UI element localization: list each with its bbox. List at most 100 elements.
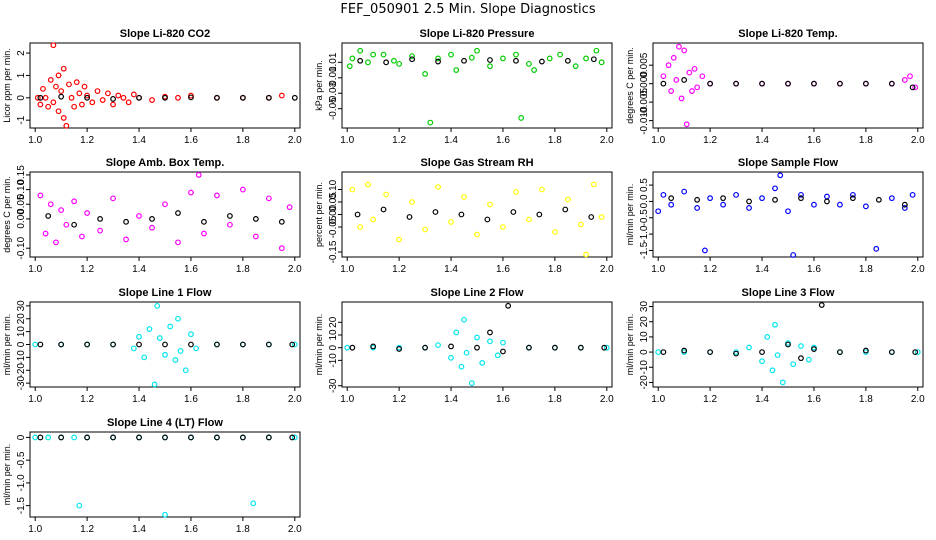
data-point <box>167 323 174 330</box>
data-point <box>588 214 595 220</box>
x-tick-label: 2.0 <box>911 135 925 146</box>
y-tick-label: -1.5 <box>639 241 650 259</box>
x-tick-label: 1.8 <box>859 264 873 275</box>
data-point <box>427 119 434 126</box>
data-point <box>546 55 553 62</box>
data-point <box>448 354 454 361</box>
data-point <box>531 67 538 73</box>
data-point <box>539 58 545 65</box>
data-point <box>668 88 675 94</box>
data-point <box>409 53 415 60</box>
x-tick-label: 1.8 <box>236 394 250 405</box>
x-tick-label: 2.0 <box>600 264 614 275</box>
y-tick-label: 0.15 <box>16 165 27 185</box>
data-point <box>175 239 181 246</box>
y-tick-label: -1.0 <box>16 474 27 492</box>
x-tick-label: 1.6 <box>496 394 510 405</box>
data-point <box>141 354 148 361</box>
y-tick-label: 0 <box>16 341 27 347</box>
data-point <box>146 326 153 332</box>
data-point <box>583 55 589 62</box>
data-point <box>790 361 797 368</box>
y-tick-label: -0.15 <box>328 240 339 263</box>
data-point <box>888 349 895 355</box>
data-point <box>58 88 65 94</box>
data-point <box>686 69 693 76</box>
data-point <box>468 54 475 61</box>
data-point <box>557 51 563 58</box>
data-point <box>53 239 59 246</box>
data-point <box>660 191 667 198</box>
data-point <box>188 189 194 196</box>
data-point <box>694 84 701 91</box>
plot-frame <box>341 42 613 129</box>
data-point <box>526 344 532 351</box>
x-tick-label: 1.4 <box>755 394 769 405</box>
x-tick-label: 1.0 <box>340 264 354 275</box>
data-point <box>45 434 52 441</box>
data-point <box>354 211 361 218</box>
data-point <box>391 57 397 64</box>
y-tick-label: -30 <box>328 378 339 393</box>
data-point <box>97 215 103 222</box>
data-point <box>912 349 919 355</box>
data-point <box>172 357 179 363</box>
y-axis-label: degrees C per min. <box>625 47 635 124</box>
data-point <box>691 65 698 72</box>
y-tick-label: 0 <box>16 95 27 101</box>
data-point <box>759 80 765 87</box>
x-tick-label: 2.0 <box>911 394 925 405</box>
data-point <box>365 59 371 66</box>
data-point <box>798 355 804 362</box>
data-point <box>707 349 714 355</box>
panel-8: Slope Line 3 Flow 1.0 1.2 1.4 1.6 1.8 2.0 -20-1… <box>625 287 925 405</box>
data-point <box>409 199 415 205</box>
data-point <box>76 90 83 97</box>
x-tick-label: 1.2 <box>80 264 94 275</box>
data-point <box>349 186 356 193</box>
data-point <box>55 72 62 79</box>
x-tick-label: 2.0 <box>600 135 614 146</box>
data-point <box>278 92 285 99</box>
data-point <box>461 194 467 200</box>
data-point <box>278 218 285 225</box>
data-point <box>396 236 403 243</box>
data-point <box>380 206 387 213</box>
x-tick-label: 1.4 <box>444 264 458 275</box>
data-point <box>73 79 80 86</box>
data-point <box>811 346 817 352</box>
data-point <box>500 224 506 230</box>
x-tick-label: 1.4 <box>132 524 146 535</box>
data-point <box>58 93 65 100</box>
data-point <box>50 99 57 106</box>
x-tick-label: 1.4 <box>132 264 146 275</box>
x-tick-label: 1.6 <box>807 394 821 405</box>
data-point <box>746 205 752 211</box>
y-tick-label: 0.0 <box>639 194 650 208</box>
data-point <box>32 341 39 348</box>
data-point <box>84 210 91 216</box>
y-tick-label: 1 <box>16 72 27 78</box>
data-point <box>188 94 194 101</box>
data-point <box>583 251 589 258</box>
data-point <box>175 94 181 101</box>
data-point <box>422 344 428 351</box>
data-point <box>837 349 843 355</box>
data-point <box>655 208 662 215</box>
data-point <box>875 196 882 203</box>
data-point <box>50 42 57 49</box>
y-tick-label: -0.01 <box>328 66 339 89</box>
data-point <box>422 71 428 77</box>
data-point <box>785 208 791 215</box>
y-axis-label: ml/min per min. <box>314 314 324 376</box>
data-point <box>536 211 543 218</box>
data-point <box>94 88 101 94</box>
data-point <box>505 302 512 309</box>
data-point <box>448 51 454 58</box>
data-point <box>289 434 296 441</box>
x-tick-label: 1.0 <box>28 135 42 146</box>
data-point <box>901 77 908 83</box>
data-point <box>239 341 246 348</box>
data-point <box>291 341 298 348</box>
y-tick-label: -0.05 <box>328 97 339 120</box>
